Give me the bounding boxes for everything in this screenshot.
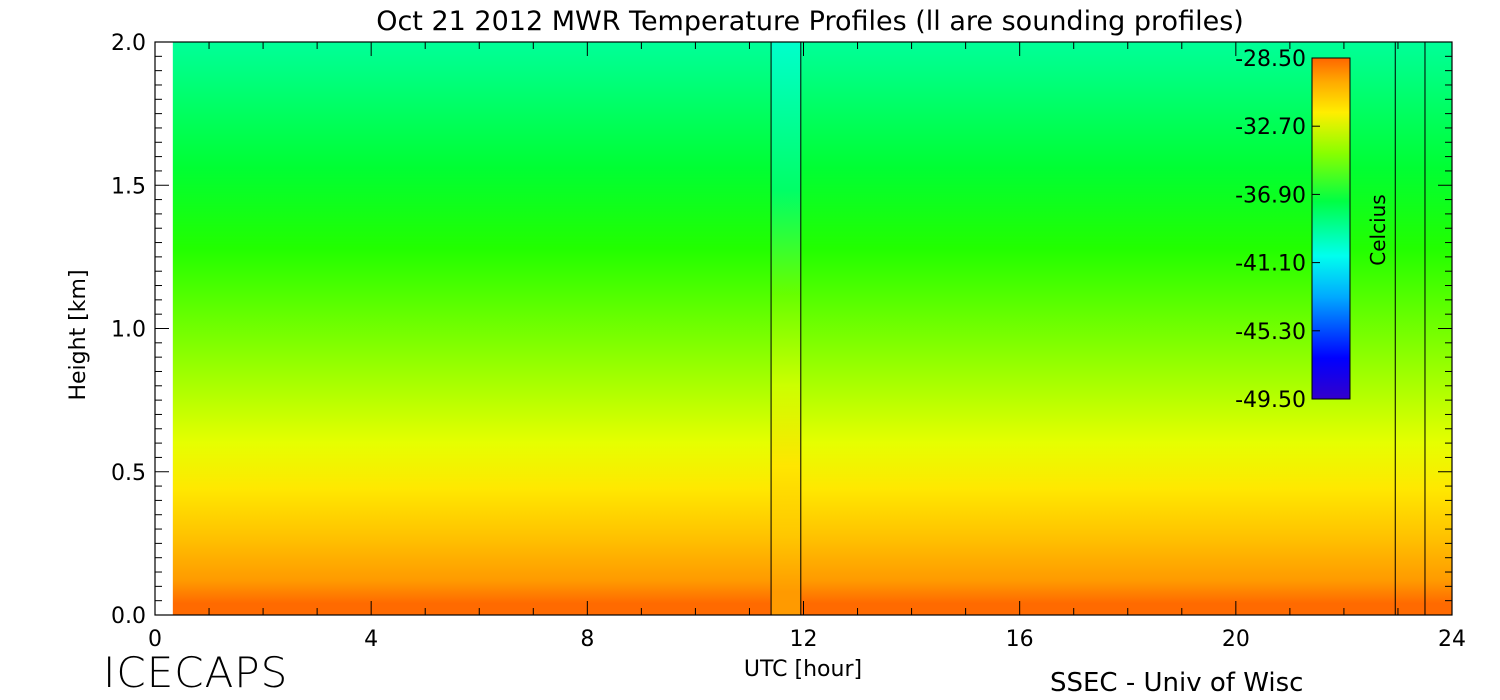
- project-logo-text: ICECAPS: [103, 648, 289, 697]
- y-tick-label: 2.0: [111, 31, 146, 56]
- y-axis-label: Height [km]: [66, 269, 91, 400]
- sounding-lines: [770, 42, 1426, 615]
- colorbar-tick-label: -41.10: [1235, 252, 1306, 277]
- x-tick-label: 8: [580, 627, 594, 652]
- y-tick-label: 0.5: [111, 461, 146, 486]
- colorbar: -28.50 -32.70 -36.90 -41.10 -45.30 -49.50 Cel…: [1235, 47, 1390, 413]
- colorbar-ticks: -28.50 -32.70 -36.90 -41.10 -45.30 -49.50: [1235, 47, 1320, 413]
- x-tick-label: 24: [1438, 627, 1466, 652]
- x-axis: 0 4 8 12 16 20 24: [148, 42, 1466, 652]
- y-axis: 0.0 0.5 1.0 1.5 2.0: [111, 31, 1452, 629]
- chart-title: Oct 21 2012 MWR Temperature Profiles (ll…: [376, 6, 1244, 37]
- institution-credit: SSEC - Univ of Wisc: [1050, 668, 1304, 698]
- x-tick-label: 0: [148, 627, 162, 652]
- colorbar-tick-label: -28.50: [1235, 47, 1306, 72]
- plot-area: [154, 41, 1453, 616]
- x-tick-label: 16: [1006, 627, 1034, 652]
- temperature-field: [172, 42, 1453, 615]
- x-tick-label: 4: [364, 627, 378, 652]
- y-tick-label: 1.0: [111, 318, 146, 343]
- colorbar-scale: [1311, 57, 1351, 400]
- x-tick-label: 20: [1222, 627, 1250, 652]
- x-tick-label: 12: [790, 627, 818, 652]
- y-tick-label: 0.0: [111, 604, 146, 629]
- colorbar-tick-label: -36.90: [1235, 183, 1306, 208]
- colorbar-tick-label: -32.70: [1235, 115, 1306, 140]
- colorbar-tick-label: -49.50: [1235, 388, 1306, 413]
- y-tick-label: 1.5: [111, 174, 146, 199]
- x-axis-label: UTC [hour]: [744, 657, 862, 682]
- sounding-gap-field: [771, 42, 801, 615]
- colorbar-label: Celcius: [1366, 194, 1390, 265]
- colorbar-tick-label: -45.30: [1235, 320, 1306, 345]
